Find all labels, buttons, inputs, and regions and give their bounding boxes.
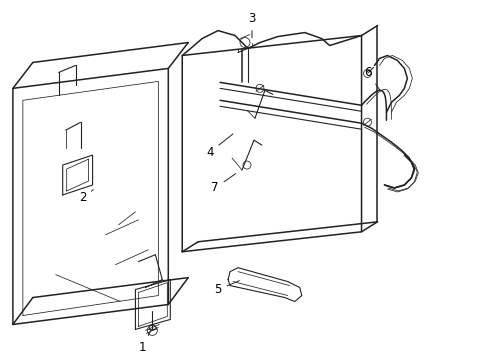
Text: 2: 2 — [79, 190, 94, 204]
Text: 7: 7 — [211, 174, 236, 194]
Text: 1: 1 — [139, 330, 151, 354]
Text: 6: 6 — [364, 66, 380, 90]
Text: 5: 5 — [215, 281, 240, 296]
Text: 4: 4 — [206, 134, 233, 159]
Text: 3: 3 — [248, 12, 256, 38]
